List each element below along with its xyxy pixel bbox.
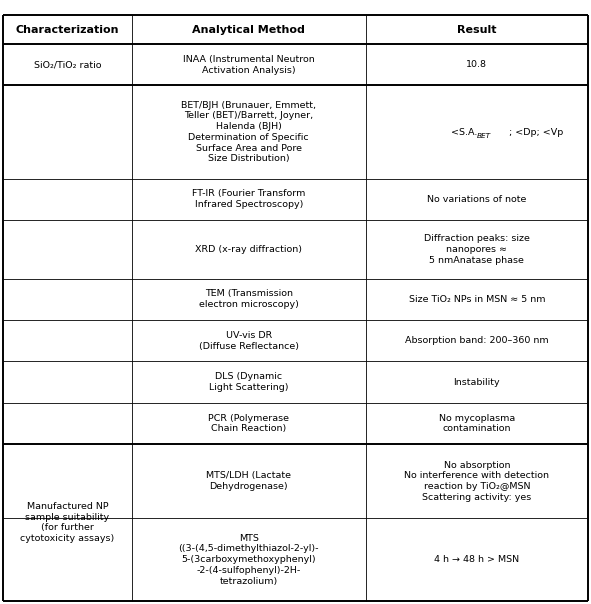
Text: Characterization: Characterization	[15, 25, 119, 34]
Text: No mycoplasma
contamination: No mycoplasma contamination	[439, 414, 515, 433]
Text: TEM (Transmission
electron microscopy): TEM (Transmission electron microscopy)	[199, 289, 298, 309]
Text: INAA (Instrumental Neutron
Activation Analysis): INAA (Instrumental Neutron Activation An…	[183, 55, 314, 75]
Text: Analytical Method: Analytical Method	[192, 25, 305, 34]
Text: MTS
((3-(4,5-dimethylthiazol-2-yl)-
5-(3carboxymethoxyphenyl)
-2-(4-sulfophenyl): MTS ((3-(4,5-dimethylthiazol-2-yl)- 5-(3…	[178, 533, 319, 586]
Text: UV-vis DR
(Diffuse Reflectance): UV-vis DR (Diffuse Reflectance)	[199, 331, 298, 350]
Text: Diffraction peaks: size
nanopores ≈
5 nmAnatase phase: Diffraction peaks: size nanopores ≈ 5 nm…	[424, 234, 530, 265]
Text: 10.8: 10.8	[466, 60, 488, 69]
Text: No variations of note: No variations of note	[427, 194, 527, 204]
Text: Result: Result	[457, 25, 496, 34]
Text: ; <Dp; <Vp: ; <Dp; <Vp	[509, 127, 564, 137]
Text: SiO₂/TiO₂ ratio: SiO₂/TiO₂ ratio	[34, 60, 101, 69]
Text: XRD (x-ray diffraction): XRD (x-ray diffraction)	[195, 245, 302, 254]
Text: DLS (Dynamic
Light Scattering): DLS (Dynamic Light Scattering)	[209, 372, 288, 392]
Text: <S.A.: <S.A.	[450, 127, 477, 137]
Text: BET/BJH (Brunauer, Emmett,
Teller (BET)/Barrett, Joyner,
Halenda (BJH)
Determina: BET/BJH (Brunauer, Emmett, Teller (BET)/…	[181, 101, 316, 164]
Text: Size TiO₂ NPs in MSN ≈ 5 nm: Size TiO₂ NPs in MSN ≈ 5 nm	[408, 295, 545, 304]
Text: Manufactured NP
sample suitability
(for further
cytotoxicity assays): Manufactured NP sample suitability (for …	[20, 502, 115, 543]
Text: Absorption band: 200–360 nm: Absorption band: 200–360 nm	[405, 336, 548, 345]
Text: BET: BET	[477, 133, 491, 139]
Text: 4 h → 48 h > MSN: 4 h → 48 h > MSN	[434, 555, 519, 564]
Text: FT-IR (Fourier Transform
Infrared Spectroscopy): FT-IR (Fourier Transform Infrared Spectr…	[192, 190, 306, 209]
Text: MTS/LDH (Lactate
Dehydrogenase): MTS/LDH (Lactate Dehydrogenase)	[206, 471, 291, 491]
Text: PCR (Polymerase
Chain Reaction): PCR (Polymerase Chain Reaction)	[208, 414, 289, 433]
Text: No absorption
No interference with detection
reaction by TiO₂@MSN
Scattering act: No absorption No interference with detec…	[404, 460, 550, 502]
Text: Instability: Instability	[453, 378, 500, 387]
